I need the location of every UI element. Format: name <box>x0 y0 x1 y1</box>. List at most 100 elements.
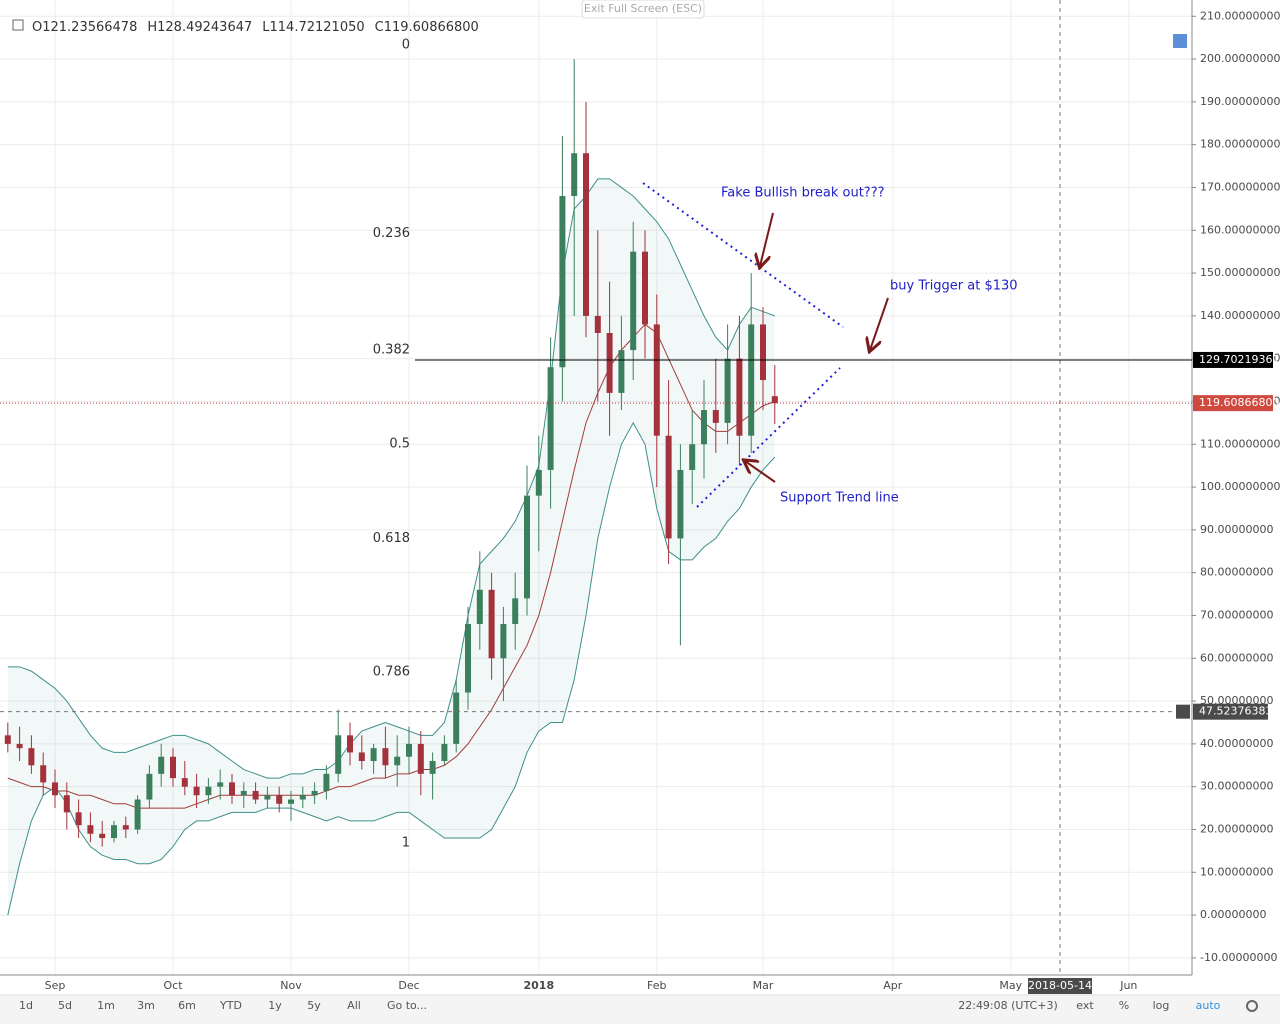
date-tag <box>1028 978 1092 994</box>
x-tick-label: Dec <box>398 979 419 992</box>
candle-body <box>559 196 566 368</box>
toolbar-button[interactable]: 5d <box>58 999 72 1012</box>
candle-body <box>205 786 212 796</box>
y-tick-label: 30.00000000 <box>1200 780 1273 793</box>
candle-body <box>311 790 318 796</box>
candle-body <box>4 735 11 744</box>
toolbar-button[interactable]: YTD <box>219 999 242 1012</box>
toolbar-button[interactable]: ext <box>1076 999 1094 1012</box>
ohlc-key: L <box>262 20 270 35</box>
candle-body <box>465 624 471 693</box>
toolbar-button[interactable]: 3m <box>137 999 155 1012</box>
fib-label: 1 <box>402 836 410 851</box>
candle-body <box>87 825 94 834</box>
price-tag <box>1193 703 1268 720</box>
toolbar-button[interactable]: % <box>1119 999 1129 1012</box>
clock: 22:49:08 (UTC+3) <box>958 999 1058 1012</box>
candle-body <box>52 782 58 796</box>
x-tick-label: Feb <box>647 979 666 992</box>
candle-body <box>75 812 82 826</box>
x-tick-label: Oct <box>163 979 183 992</box>
toolbar-button[interactable]: 1y <box>268 999 282 1012</box>
candle-body <box>193 786 200 796</box>
y-tick-label: -10.00000000 <box>1200 951 1277 964</box>
y-tick-label: 100.00000000 <box>1200 480 1280 493</box>
y-tick-label: 0.00000000 <box>1200 908 1266 921</box>
candle-body <box>122 825 129 830</box>
settings-icon[interactable] <box>1246 1000 1258 1012</box>
candle-body <box>323 773 330 791</box>
candle-body <box>583 153 589 316</box>
y-tick-label: 110.00000000 <box>1200 437 1280 450</box>
candle-body <box>146 773 153 800</box>
candle-body <box>441 743 448 761</box>
toolbar-button[interactable]: 6m <box>178 999 196 1012</box>
candle-body <box>535 469 542 496</box>
candle-body <box>382 748 389 766</box>
y-tick-label: 200.00000000 <box>1200 52 1280 65</box>
candle-body <box>500 624 507 659</box>
resistance-trend-line <box>642 182 844 328</box>
candle-body <box>429 760 436 774</box>
y-tick-label: 140.00000000 <box>1200 309 1280 322</box>
y-tick-label: 80.00000000 <box>1200 566 1273 579</box>
candle-body <box>252 790 259 800</box>
collapse-icon[interactable] <box>12 19 24 31</box>
toolbar-button[interactable]: 5y <box>307 999 321 1012</box>
candle-body <box>653 324 660 436</box>
candle-body <box>240 790 247 796</box>
candle-body <box>40 765 47 783</box>
band-upper <box>7 178 775 779</box>
ohlc-value: 119.60866800 <box>384 20 479 35</box>
y-tick-label: 180.00000000 <box>1200 138 1280 151</box>
toolbar-button[interactable]: auto <box>1196 999 1221 1012</box>
exit-fullscreen-button[interactable] <box>581 0 705 19</box>
candle-body <box>524 495 530 599</box>
fib-label: 0.5 <box>389 437 410 452</box>
candle-body <box>28 748 35 766</box>
candle-body <box>99 833 106 839</box>
candle-body <box>417 743 424 774</box>
crosshair-plus[interactable] <box>1176 704 1190 719</box>
ohlc-key: C <box>375 20 384 35</box>
candle-body <box>618 350 625 393</box>
candle-body <box>547 367 554 470</box>
candle-body <box>476 589 483 625</box>
candle-body <box>134 799 141 830</box>
toolbar-button[interactable]: 1d <box>19 999 33 1012</box>
x-tick-label: Jun <box>1119 979 1137 992</box>
candle-body <box>677 469 684 539</box>
candle-body <box>170 756 176 779</box>
toolbar-button[interactable]: log <box>1153 999 1170 1012</box>
y-tick-label: 10.00000000 <box>1200 865 1273 878</box>
date-tag-label: 2018-05-14 <box>1028 979 1092 992</box>
scale-icon[interactable] <box>1173 34 1187 48</box>
toolbar-button[interactable]: All <box>347 999 361 1012</box>
y-tick-label: 150.00000000 <box>1200 266 1280 279</box>
candle-body <box>488 589 495 659</box>
candle-body <box>16 743 23 749</box>
y-tick-label: 90.00000000 <box>1200 523 1273 536</box>
x-tick-label: Nov <box>280 979 302 992</box>
candle-body <box>229 782 235 796</box>
candle-body <box>358 752 365 761</box>
candle-body <box>288 799 294 804</box>
arrow <box>745 461 776 483</box>
candle-body <box>347 735 353 753</box>
ohlc-key: O <box>32 20 42 35</box>
toolbar-button[interactable]: 1m <box>97 999 115 1012</box>
candle-body <box>299 795 306 800</box>
y-tick-label: 160.00000000 <box>1200 223 1280 236</box>
x-tick-label: Apr <box>883 979 903 992</box>
candle-body <box>264 795 271 800</box>
price-tag-label: 129.70219361 <box>1199 353 1279 366</box>
y-tick-label: 40.00000000 <box>1200 737 1273 750</box>
toolbar-items: 1d 5d 1m 3m 6m YTD 1y 5y All Go to... ext% log auto <box>19 999 1221 1012</box>
toolbar-button[interactable]: Go to... <box>387 999 427 1012</box>
fib-label: 0 <box>402 38 410 53</box>
price-tag <box>1193 395 1273 412</box>
ohlc-value: 121.23566478 <box>42 20 137 35</box>
candle-body <box>689 444 696 470</box>
